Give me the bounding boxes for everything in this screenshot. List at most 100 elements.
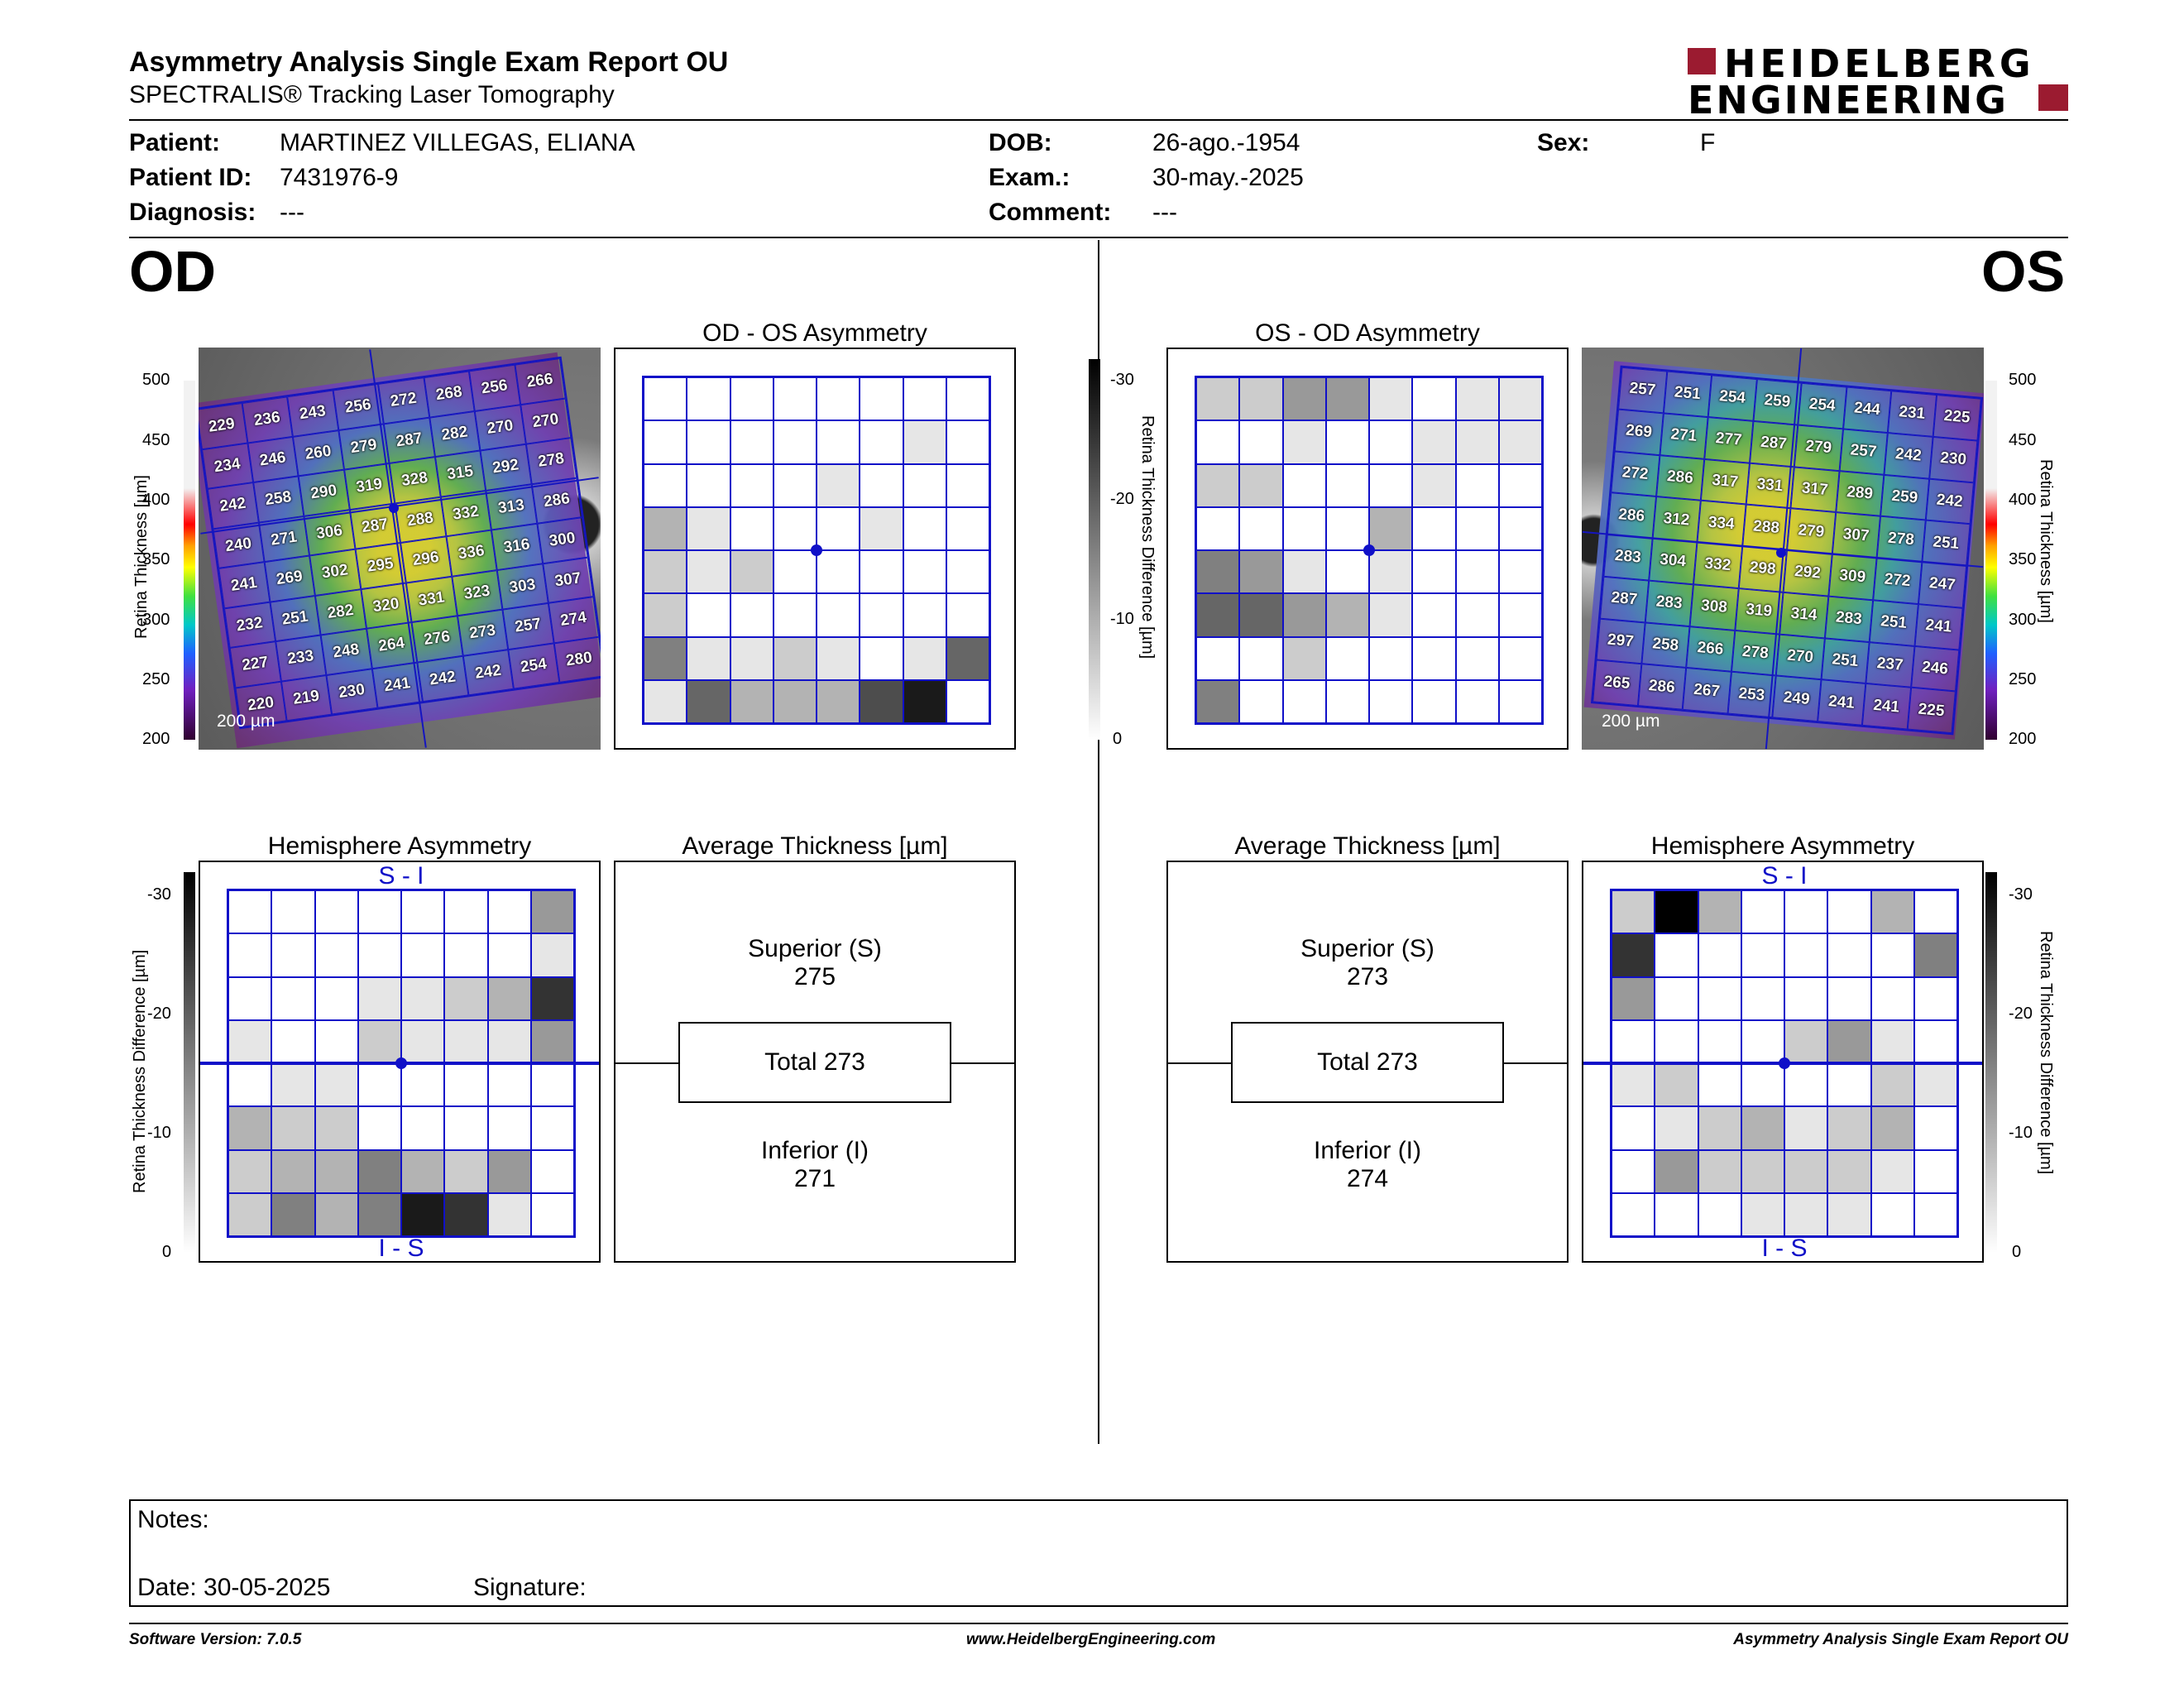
patient-name: MARTINEZ VILLEGAS, ELIANA: [280, 129, 635, 156]
os-thickness-cell: 267: [1682, 668, 1731, 714]
os-asymmetry-cell: [1412, 463, 1456, 507]
od-hemisphere-top-label: S - I: [378, 862, 424, 890]
os-asymmetry-cell: [1455, 420, 1499, 464]
os-asymmetry-cell: [1282, 377, 1326, 421]
os-asymmetry-cell: [1325, 550, 1369, 594]
od-hemisphere-cell: [487, 1149, 531, 1193]
os-hemisphere-cell: [1913, 1192, 1957, 1236]
os-asymmetry-cell: [1325, 420, 1369, 464]
os-total-label: Total 273: [1317, 1048, 1418, 1076]
os-thickness-cell: 244: [1842, 386, 1892, 433]
od-hemisphere-cell: [314, 976, 358, 1020]
os-hemi-diff-colorscale: [1985, 872, 1997, 1253]
os-asymmetry-cell: [1412, 679, 1456, 723]
od-hemisphere-cell: [357, 1149, 401, 1193]
od-scalebar-label: 200 µm: [217, 712, 275, 731]
od-hemisphere-cell: [271, 1149, 315, 1193]
od-asymmetry-cell: [687, 506, 730, 550]
os-asymmetry-cell: [1239, 550, 1283, 594]
od-hemisphere-cell: [487, 890, 531, 934]
os-asymmetry-cell: [1455, 679, 1499, 723]
os-thickness-cell: 254: [1707, 375, 1757, 421]
patient-rule: [129, 237, 2068, 238]
od-hemisphere-cell: [401, 1019, 445, 1063]
od-thickness-cell: 276: [411, 616, 463, 663]
od-thickness-cell: 307: [542, 557, 594, 603]
od-hemisphere-cell: [530, 1063, 574, 1107]
os-asymmetry-cell: [1239, 420, 1283, 464]
comment-label: Comment:: [989, 199, 1112, 226]
os-thickness-cell: 309: [1827, 554, 1877, 601]
od-thickness-cell: 257: [502, 602, 554, 650]
od-hemisphere-cell: [314, 1106, 358, 1150]
od-asymmetry-cell: [730, 636, 774, 680]
os-thickness-tick-500: 500: [2009, 371, 2037, 389]
od-hemisphere-cell: [314, 1019, 358, 1063]
os-hemisphere-cell: [1655, 1019, 1698, 1063]
od-hemisphere-cell: [401, 890, 445, 934]
center-diff-tick-0: 0: [1113, 730, 1123, 748]
od-asymmetry-cell: [946, 679, 989, 723]
od-thickness-cell: 248: [320, 628, 372, 675]
os-asymmetry-cell: [1196, 506, 1240, 550]
center-diff-axis-label: Retina Thickness Difference [µm]: [1138, 415, 1157, 659]
od-asymmetry-cell: [946, 593, 989, 637]
os-hemisphere-cell: [1655, 1149, 1698, 1193]
od-hemi-axis-label: Retina Thickness Difference [µm]: [131, 949, 149, 1193]
os-asymmetry-cell: [1239, 636, 1283, 680]
od-asymmetry-cell: [903, 636, 946, 680]
os-thickness-cell: 241: [1817, 679, 1866, 726]
od-hemisphere-cell: [530, 976, 574, 1020]
od-thickness-cell: 280: [553, 636, 601, 683]
os-asymmetry-cell: [1282, 550, 1326, 594]
os-inferior-value: 274: [1346, 1165, 1389, 1192]
od-thickness-cell: 236: [242, 396, 293, 444]
od-hemisphere-cell: [314, 1192, 358, 1236]
os-asymmetry-cell: [1412, 377, 1456, 421]
os-hemisphere-fovea-dot: [1779, 1057, 1790, 1069]
od-hemisphere-cell: [314, 933, 358, 977]
od-hemisphere-cell: [444, 1149, 488, 1193]
od-asymmetry-cell: [860, 420, 903, 464]
od-asymmetry-cell: [903, 679, 946, 723]
od-thickness-tick-200: 200: [142, 730, 170, 748]
od-hemi-tick-0: 0: [162, 1243, 172, 1261]
od-thickness-cell: 256: [468, 364, 520, 411]
od-thickness-cell: 227: [229, 641, 281, 688]
os-asymmetry-cell: [1325, 463, 1369, 507]
center-diff-tick-20: -20: [1110, 490, 1134, 508]
od-hemisphere-cell: [357, 976, 401, 1020]
od-thickness-cell: 296: [400, 536, 452, 583]
os-thickness-cell: 287: [1599, 576, 1649, 622]
od-hemisphere-cell: [271, 933, 315, 977]
os-asymmetry-cell: [1282, 463, 1326, 507]
os-thickness-cell: 271: [1659, 413, 1708, 459]
od-asymmetry-cell: [773, 506, 817, 550]
od-superior-value: 275: [793, 963, 836, 990]
center-diff-tick-10: -10: [1110, 610, 1134, 628]
od-hemisphere-cell: [357, 890, 401, 934]
od-asymmetry-cell: [903, 420, 946, 464]
od-thickness-tick-450: 450: [142, 431, 170, 449]
os-thickness-cell: 314: [1779, 592, 1828, 638]
notes-box[interactable]: Notes: Date: 30-05-2025 Signature:: [129, 1499, 2068, 1607]
od-thickness-cell: 234: [201, 443, 253, 489]
os-hemisphere-cell: [1870, 1149, 1914, 1193]
os-thickness-cell: 272: [1873, 558, 1922, 604]
od-thickness-cell: 230: [326, 668, 378, 715]
od-thickness-cell: 251: [269, 595, 321, 642]
report-subtitle: SPECTRALIS® Tracking Laser Tomography: [129, 81, 615, 108]
os-hemisphere-cell: [1698, 1019, 1741, 1063]
od-asymmetry-cell: [730, 377, 774, 421]
od-asymmetry-cell: [946, 550, 989, 594]
footer-website[interactable]: www.HeidelbergEngineering.com: [966, 1631, 1216, 1648]
od-hemisphere-cell: [357, 1019, 401, 1063]
logo-line2: ENGINEERING: [1688, 78, 2009, 122]
od-asymmetry-cell: [687, 420, 730, 464]
od-asymmetry-cell: [903, 506, 946, 550]
od-thickness-cell: 302: [309, 549, 361, 596]
os-hemisphere-cell: [1827, 890, 1871, 934]
od-asymmetry-cell: [644, 636, 687, 680]
os-hemi-tick-30: -30: [2009, 885, 2033, 904]
footer-report-name: Asymmetry Analysis Single Exam Report OU: [1733, 1631, 2068, 1648]
